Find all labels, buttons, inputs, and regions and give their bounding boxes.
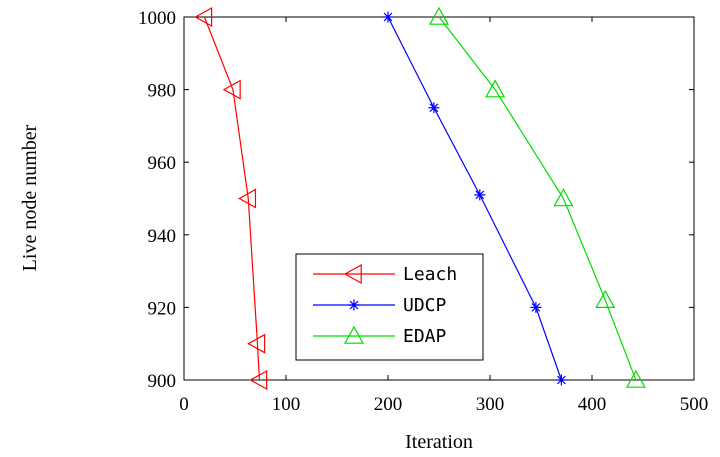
axis-ticks: 0 100 200 300 400 500 900 920 940 960 980 1000: [138, 8, 708, 415]
series-line-edap: [438, 16, 637, 381]
x-tick-label: 400: [578, 394, 607, 415]
x-axis-label: Iteration: [405, 431, 473, 453]
data-point-edap: [553, 188, 574, 207]
legend: Leach UDCP EDAP: [295, 253, 484, 361]
x-tick-label: 100: [272, 394, 301, 415]
data-point-udcp: [474, 189, 486, 201]
legend-label-udcp: UDCP: [403, 295, 447, 316]
data-point-leach: [249, 369, 268, 391]
data-point-leach: [247, 333, 266, 354]
x-tick-label: 300: [476, 394, 505, 415]
legend-marker-edap: [343, 325, 365, 344]
legend-label-leach: Leach: [403, 264, 457, 285]
data-point-edap: [625, 369, 646, 388]
data-point-udcp: [382, 11, 394, 23]
data-point-udcp: [530, 301, 542, 313]
x-tick-label: 500: [680, 394, 709, 415]
data-point-udcp: [555, 374, 567, 386]
y-tick-label: 1000: [138, 8, 176, 29]
data-point-edap: [595, 289, 616, 308]
y-tick-label: 900: [148, 371, 177, 392]
data-point-edap: [485, 79, 506, 98]
series-group: [194, 6, 646, 391]
legend-items: Leach UDCP EDAP: [313, 263, 457, 347]
y-tick-label: 940: [148, 226, 177, 247]
x-tick-label: 200: [374, 394, 403, 415]
data-point-leach: [222, 79, 241, 100]
series-line-leach: [203, 16, 261, 381]
legend-label-edap: EDAP: [403, 326, 447, 347]
legend-marker-udcp: [348, 299, 360, 311]
data-point-edap: [428, 6, 450, 25]
y-axis-label: Live node number: [19, 124, 41, 271]
y-tick-label: 980: [148, 81, 177, 102]
data-point-leach: [194, 6, 213, 28]
data-point-leach: [238, 188, 257, 209]
legend-box: [295, 253, 484, 361]
legend-marker-leach: [343, 263, 362, 285]
y-tick-label: 960: [148, 153, 177, 174]
data-point-udcp: [428, 102, 440, 114]
x-tick-label: 0: [179, 394, 189, 415]
y-tick-label: 920: [148, 298, 177, 319]
